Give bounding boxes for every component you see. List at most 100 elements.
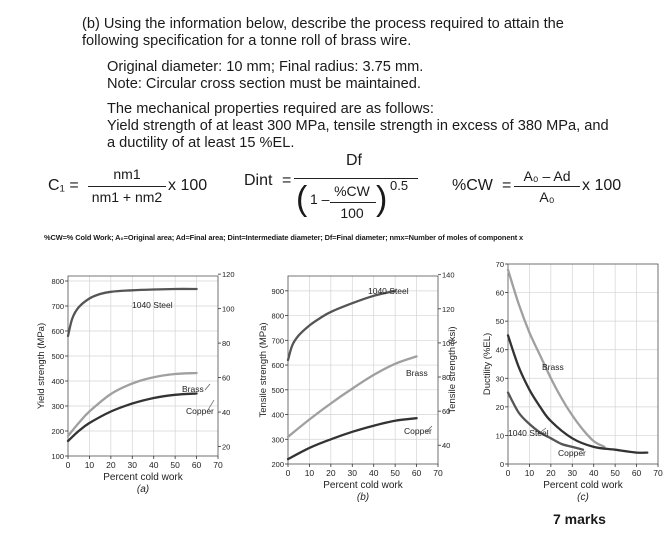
- x-tick-label: 50: [170, 460, 180, 470]
- x-tick-label: 40: [149, 460, 159, 470]
- y-tick-label: 300: [271, 435, 284, 444]
- x-axis-label: Percent cold work: [543, 480, 623, 491]
- dint-numerator: Df: [346, 152, 362, 169]
- formula-legend: %CW=% Cold Work; A₀=Original area; Ad=Fi…: [44, 233, 524, 242]
- x-tick-label: 0: [506, 468, 511, 478]
- y2-tick-label: 100: [222, 305, 235, 314]
- y2-tick-label: 80: [222, 339, 230, 348]
- y-tick-label: 800: [271, 312, 284, 321]
- series-label: Brass: [542, 362, 564, 372]
- x-tick-label: 70: [213, 460, 223, 470]
- x-tick-label: 60: [192, 460, 202, 470]
- x-axis-label: Percent cold work: [323, 480, 403, 491]
- y-tick-label: 600: [271, 361, 284, 370]
- formula-c1: C₁ = nm1 nm1 + nm2 x 100: [48, 166, 218, 216]
- y-tick-label: 40: [496, 346, 504, 355]
- cw-numerator: A₀ – Ad: [523, 168, 571, 184]
- y2-tick-label: 140: [442, 271, 455, 280]
- cw-equals: =: [502, 177, 512, 194]
- y2-tick-label: 80: [442, 373, 450, 382]
- chart-caption: (a): [137, 484, 149, 495]
- spec-line-2: Note: Circular cross section must be mai…: [107, 76, 421, 92]
- x-tick-label: 40: [369, 468, 379, 478]
- marks-label: 7 marks: [553, 511, 606, 527]
- y2-tick-label: 60: [442, 407, 450, 416]
- series-label: Brass: [406, 368, 428, 378]
- y-tick-label: 700: [271, 336, 284, 345]
- y2-axis-label: Tensile strength (ksi): [447, 326, 458, 413]
- series-line-copper: [506, 334, 649, 454]
- y-axis-label: Tensile strength (MPa): [258, 322, 269, 417]
- y2-tick-label: 20: [222, 443, 230, 452]
- y2-tick-label: 40: [442, 441, 450, 450]
- x-tick-label: 0: [286, 468, 291, 478]
- c1-numerator: nm1: [113, 166, 141, 182]
- c1-multiplier: x 100: [168, 177, 208, 194]
- y-tick-label: 0: [500, 460, 504, 469]
- y-tick-label: 500: [271, 386, 284, 395]
- x-tick-label: 10: [525, 468, 535, 478]
- x-tick-label: 10: [305, 468, 315, 478]
- series-line-1040-steel: [286, 289, 397, 362]
- series-line-copper: [286, 417, 418, 461]
- props-line-1: The mechanical properties required are a…: [107, 101, 434, 117]
- label-leader: [425, 425, 433, 433]
- x-tick-label: 50: [610, 468, 620, 478]
- x-tick-label: 30: [568, 468, 578, 478]
- series-line-1040-steel: [66, 287, 198, 338]
- c1-fraction-bar: [88, 186, 166, 187]
- x-tick-label: 70: [433, 468, 443, 478]
- y-tick-label: 400: [271, 411, 284, 420]
- props-line-2: Yield strength of at least 300 MPa, tens…: [107, 118, 609, 134]
- x-tick-label: 30: [348, 468, 358, 478]
- plot-frame: [67, 275, 219, 457]
- x-tick-label: 20: [106, 460, 116, 470]
- label-leader: [204, 383, 211, 391]
- dint-exponent: 0.5: [390, 178, 409, 193]
- series-line-copper: [66, 392, 198, 443]
- y2-tick-label: 60: [222, 374, 230, 383]
- series-label: 1040 Steel: [508, 428, 549, 438]
- dint-lhs: Dint: [244, 172, 273, 189]
- series-label: 1040 Steel: [368, 286, 409, 296]
- series-line-brass: [286, 355, 418, 438]
- c1-lhs: C₁ =: [48, 177, 79, 194]
- series-label: Copper: [404, 426, 432, 436]
- question-line-2: following specification for a tonne roll…: [82, 33, 412, 49]
- x-tick-label: 50: [390, 468, 400, 478]
- y-axis-label: Ductility (%EL): [482, 333, 493, 395]
- chart-a: 0 10 20 30 40 50 60 70 100 200 300 400 500 600 700 800 2…: [36, 270, 235, 495]
- y2-tick-label: 120: [222, 270, 235, 279]
- chart-b: 0 10 20 30 40 50 60 70 200 300 400 500 600 700 800 900 4…: [258, 271, 458, 503]
- dint-fraction-bar: [294, 178, 418, 179]
- dint-one-minus: 1 –: [310, 191, 330, 207]
- dint-paren-close: ): [376, 180, 388, 218]
- series-line-1040-steel: [506, 391, 585, 451]
- x-tick-label: 10: [85, 460, 95, 470]
- y-tick-label: 800: [51, 277, 64, 286]
- dint-equals: =: [282, 172, 292, 189]
- label-leader: [207, 399, 215, 411]
- dint-inner-numerator: %CW: [334, 183, 370, 199]
- dint-paren-open: (: [296, 180, 308, 218]
- cw-lhs: %CW: [452, 177, 493, 194]
- y-tick-label: 700: [51, 302, 64, 311]
- y2-tick-label: 120: [442, 305, 455, 314]
- y-tick-label: 200: [271, 460, 284, 469]
- y-tick-label: 300: [51, 402, 64, 411]
- question-line-1: (b) Using the information below, describ…: [82, 16, 564, 32]
- y2-tick-label: 100: [442, 339, 455, 348]
- series-line-brass: [506, 268, 606, 449]
- cw-denominator: A₀: [539, 189, 555, 205]
- y2-tick-label: 40: [222, 408, 230, 417]
- series-label: Copper: [186, 406, 214, 416]
- series-label: Brass: [182, 384, 204, 394]
- chart-caption: (b): [357, 492, 369, 503]
- series-label: Copper: [558, 448, 586, 458]
- cw-fraction-bar: [514, 186, 580, 187]
- y-tick-label: 50: [496, 317, 504, 326]
- y-axis-label: Yield strength (MPa): [36, 323, 47, 409]
- y-tick-label: 30: [496, 374, 504, 383]
- y-tick-label: 400: [51, 377, 64, 386]
- x-tick-label: 70: [653, 468, 663, 478]
